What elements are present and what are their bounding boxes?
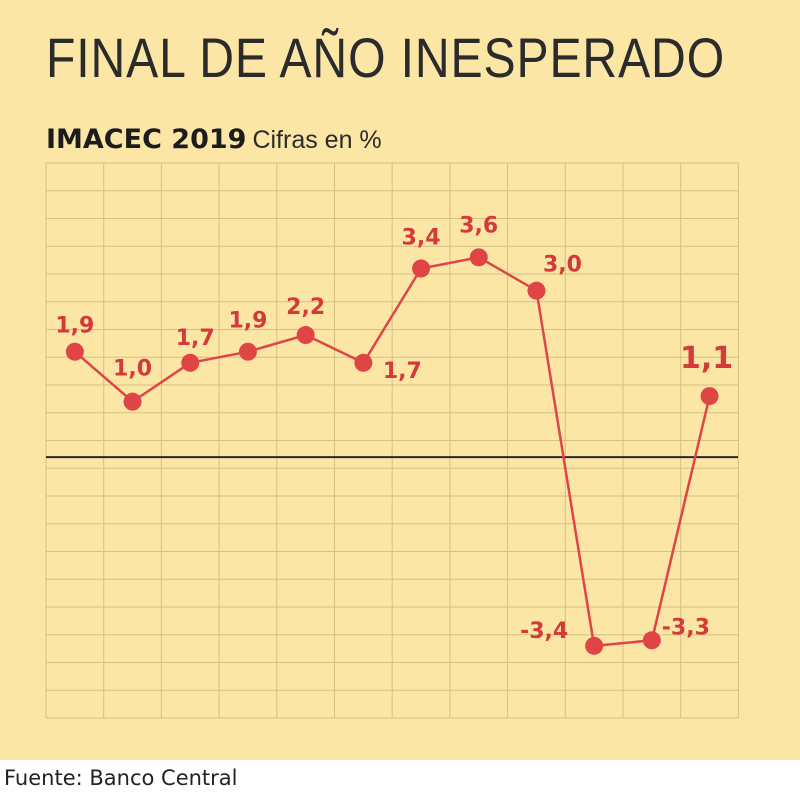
series-line <box>73 256 711 648</box>
line-chart: 1,9 1,0 1,7 1,9 2,2 1,7 3,4 3,6 3,0 -3,4 -3,3 1,1 <box>45 162 739 719</box>
data-point <box>642 631 661 650</box>
data-point <box>238 342 257 361</box>
data-label: 1,9 <box>55 314 94 339</box>
data-point <box>65 342 84 361</box>
data-point <box>527 281 546 300</box>
data-point <box>412 259 431 278</box>
data-point <box>700 387 719 406</box>
chart-card: FINAL DE AÑO INESPERADO IMACEC 2019 Cifra… <box>0 0 800 760</box>
subtitle-indicator: IMACEC 2019 <box>46 124 247 155</box>
data-point <box>469 248 488 267</box>
data-label: -3,4 <box>520 619 568 644</box>
data-point <box>354 353 373 372</box>
chart-title: FINAL DE AÑO INESPERADO <box>46 26 726 89</box>
data-point <box>585 636 604 655</box>
data-point <box>296 326 315 345</box>
data-label: 1,7 <box>383 359 422 384</box>
subtitle-unit: Cifras en % <box>252 126 382 154</box>
chart-subtitle: IMACEC 2019 Cifras en % <box>46 126 382 153</box>
data-label: -3,3 <box>662 615 710 640</box>
data-label: 1,9 <box>228 309 267 334</box>
data-label: 3,0 <box>543 253 582 278</box>
data-label: 1,1 <box>680 341 733 376</box>
data-label: 1,7 <box>176 326 215 351</box>
data-label: 3,6 <box>459 213 498 238</box>
data-point <box>181 353 200 372</box>
data-label: 3,4 <box>402 225 441 250</box>
source-note: Fuente: Banco Central <box>4 766 238 790</box>
data-label: 2,2 <box>286 295 325 320</box>
data-point <box>123 392 142 411</box>
data-label: 1,0 <box>113 357 152 382</box>
